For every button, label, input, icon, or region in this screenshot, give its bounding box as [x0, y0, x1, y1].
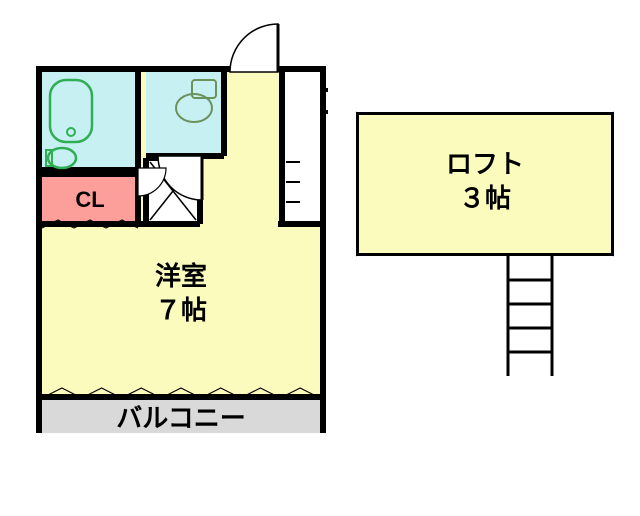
main-room-label: 洋室 ７帖 — [42, 260, 320, 328]
floorplan-lines — [0, 0, 640, 516]
closet-label: CL — [42, 186, 138, 215]
balcony-label: バルコニー — [42, 402, 320, 436]
loft-label: ロフト ３帖 — [356, 148, 614, 216]
floorplan-stage: CL 洋室 ７帖バルコニー ロフト ３帖 — [0, 0, 640, 516]
